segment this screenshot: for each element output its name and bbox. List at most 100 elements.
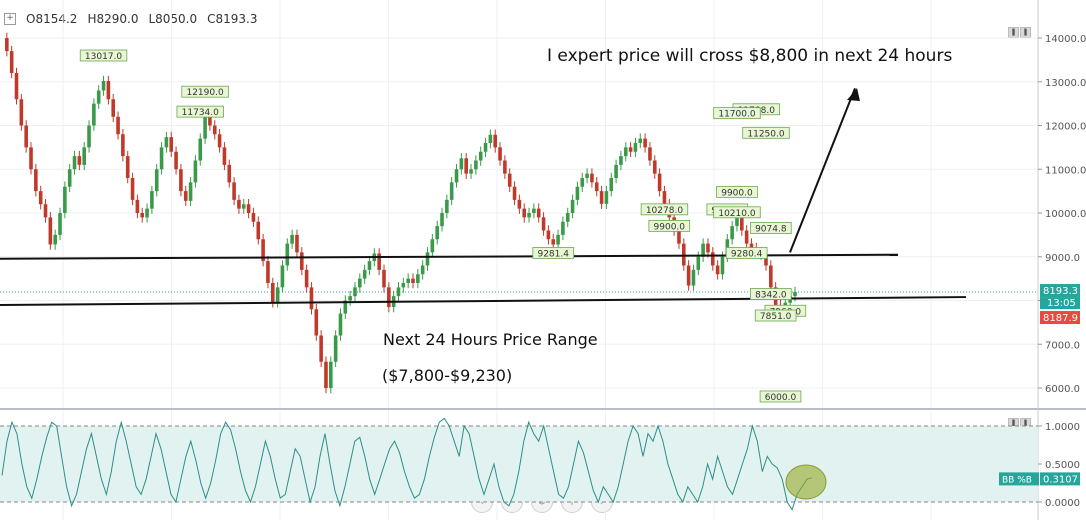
candle-body [517,199,522,209]
candle-body [154,169,159,192]
candle-body [72,156,77,170]
candle-body [686,265,691,286]
candle-body [358,278,362,288]
candle-body [237,199,241,209]
candle-body [343,300,348,314]
candle-body [541,217,546,231]
candle-body [212,125,217,135]
price-flag-box [742,126,790,139]
candle-body [256,221,261,240]
candle-body [546,230,551,240]
candle-body [48,217,53,245]
candle-body [92,103,96,126]
candle-body [594,182,599,192]
candle-body [614,164,618,178]
candle-body [77,156,82,165]
price-flag-label: 9900.0 [654,222,686,232]
candle-body [416,274,420,283]
bid-price-badge [1040,311,1080,325]
price-flag-label: 10278.0 [646,206,683,216]
countdown-badge [1040,297,1080,310]
price-flag-label: 10210.0 [718,209,755,219]
candle-body [266,261,270,283]
open-value: O8154.2 [26,12,78,26]
candle-body [551,239,556,245]
price-flag-box [181,85,229,98]
candle-body [483,143,488,152]
price-flag-box [79,49,128,62]
candle-body [362,269,367,279]
price-flag-box [648,219,691,232]
candle-body [241,204,246,209]
candle-body [140,213,145,218]
candle-body [203,117,207,139]
price-flag-box [713,206,761,219]
candle-body [657,173,662,192]
indicator-line [1,417,813,511]
price-flag-label: 11700.0 [718,110,755,120]
price-tick-label: 12000.0 [1045,122,1086,133]
price-flag-box [176,105,224,118]
indicator-tick-label: 0.5000 [1045,460,1080,471]
range-values-annotation: ($7,800-$9,230) [382,366,512,385]
close-value: C8193.3 [207,12,258,26]
candle-body [590,173,594,183]
candle-body [295,234,299,253]
indicator-value-badge [1040,472,1080,486]
price-flag-box [532,247,575,259]
price-flag-label: 11250.0 [747,129,784,139]
price-flag-box [750,222,792,234]
forecast-arrowhead [847,88,860,101]
candle-body [585,173,589,178]
candle-body [111,99,116,117]
price-flag-box [640,203,689,216]
indicator-name: BB %B [1002,475,1032,485]
candle-body [478,151,483,161]
price-flag-label: 9900.0 [721,188,753,198]
price-flag-label: 9281.4 [537,249,569,259]
price-flag-label: 6000.0 [765,393,797,403]
candle-body [96,90,101,104]
candle-body [527,213,531,218]
candle-body [744,230,749,244]
price-tick-label: 9000.0 [1045,253,1080,264]
candle-body [720,256,725,275]
price-flag-label: 9074.8 [755,225,787,235]
candle-body [232,182,236,200]
candle-body [488,134,493,143]
candle-body [730,226,734,240]
price-flag-box [754,309,797,322]
support-trendline [0,296,967,307]
candle-body [121,134,125,157]
candle-body [556,234,560,245]
price-flag-label: 9280.4 [731,250,763,260]
crosshair-icon[interactable]: + [4,13,16,25]
candle-body [217,134,222,148]
candle-body [454,169,459,183]
countdown-label: 13:05 [1047,298,1076,309]
candle-body [532,208,536,213]
price-tick-label: 7000.0 [1045,340,1080,351]
candle-body [445,199,449,213]
price-flag-box [713,107,761,120]
price-flag-box [750,288,792,300]
price-flag-box [759,390,802,403]
candle-body [164,137,169,148]
candle-body [522,208,527,218]
indicator-band [0,426,1038,502]
candle-body [227,164,232,183]
candle-body [125,156,130,178]
candle-body [377,253,381,270]
range-title-annotation: Next 24 Hours Price Range [383,330,598,349]
candle-body [420,265,425,275]
candle-body [5,38,9,52]
candle-body [251,213,256,222]
candle-body [159,147,164,170]
candle-body [793,292,797,297]
candle-body [638,138,643,143]
candle-body [735,217,739,227]
candle-body [459,158,464,170]
price-tick-label: 11000.0 [1045,165,1086,176]
candle-body [435,226,439,240]
candle-body [561,221,565,235]
